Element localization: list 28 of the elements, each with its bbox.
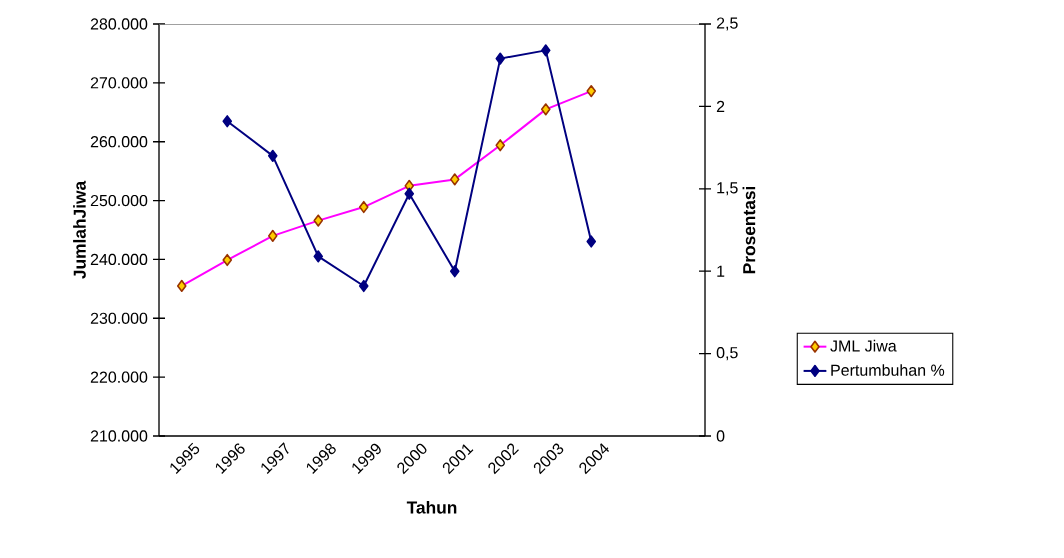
point xyxy=(313,250,324,263)
legend-label: Pertumbuhan % xyxy=(831,364,945,376)
y-tick-label: 210.000 xyxy=(90,430,148,442)
y2-tick-label: 2,5 xyxy=(716,17,738,31)
point xyxy=(404,187,415,200)
y-tick-label: 240.000 xyxy=(90,253,148,266)
point xyxy=(449,265,460,278)
y-tick-label: 250.000 xyxy=(90,194,148,207)
legend-label: JML Jiwa xyxy=(830,339,897,352)
point xyxy=(358,279,369,293)
point xyxy=(222,115,233,128)
y2-axis-title: Prosentasi xyxy=(742,186,756,274)
point xyxy=(540,44,551,57)
y-tick-label: 220.000 xyxy=(90,371,148,383)
y2-tick-label: 0,5 xyxy=(716,347,738,361)
y-tick-label: 270.000 xyxy=(90,77,148,89)
y2-tick-label: 2 xyxy=(716,100,725,112)
point xyxy=(267,149,278,162)
y-tick-label: 280.000 xyxy=(90,18,148,30)
y2-tick-label: 1 xyxy=(717,265,725,277)
point xyxy=(586,235,597,248)
y-tick-label: 260.000 xyxy=(90,136,148,148)
point xyxy=(495,52,506,65)
y2-tick-label: 0 xyxy=(716,430,725,442)
y-axis-title: JumlahJiwa xyxy=(73,180,86,279)
y2-tick-label: 1,5 xyxy=(717,182,738,196)
y-tick-label: 230.000 xyxy=(90,312,148,324)
x-axis-title: Tahun xyxy=(406,500,457,514)
